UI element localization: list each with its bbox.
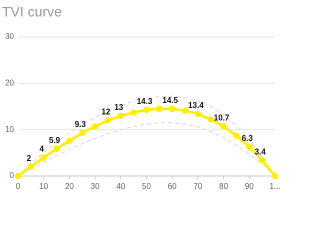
- point: [220, 123, 227, 130]
- value-label: 10.7: [214, 114, 230, 123]
- point: [40, 154, 47, 161]
- point: [117, 112, 125, 119]
- point: [246, 143, 253, 151]
- point: [79, 129, 86, 137]
- x-tick-label: 1...: [269, 182, 280, 191]
- point: [271, 172, 279, 180]
- x-tick-label: 40: [116, 182, 125, 191]
- y-tick-label: 30: [5, 32, 14, 41]
- value-label: 12: [101, 108, 110, 117]
- point: [91, 123, 99, 130]
- point: [130, 109, 137, 116]
- point: [169, 105, 176, 113]
- chart-title: TVI curve: [2, 4, 62, 20]
- x-tick-label: 30: [91, 182, 100, 191]
- x-tick-label: 70: [193, 182, 202, 191]
- x-tick-label: 80: [219, 182, 228, 191]
- series-line: [17, 95, 276, 177]
- y-tick-label: 10: [5, 125, 14, 134]
- point: [207, 116, 214, 123]
- x-tick-label: 60: [168, 182, 177, 191]
- x-tick-label: 50: [142, 182, 151, 191]
- y-tick-label: 0: [10, 171, 15, 180]
- value-label: 14.5: [162, 96, 178, 105]
- point: [156, 105, 163, 113]
- point: [53, 145, 60, 152]
- value-label: 3.4: [255, 147, 267, 156]
- point: [258, 157, 266, 164]
- point: [66, 137, 73, 144]
- value-label: 13.4: [188, 101, 204, 110]
- x-tick-label: 0: [16, 182, 21, 191]
- value-label: 5.9: [49, 136, 61, 145]
- value-label: 14.3: [137, 97, 153, 106]
- point: [27, 163, 35, 170]
- x-tick-label: 20: [65, 182, 74, 191]
- point: [104, 117, 112, 124]
- value-label: 4: [39, 145, 44, 154]
- value-label: 2: [27, 154, 32, 163]
- value-label: 9.3: [75, 120, 87, 129]
- x-tick-label: 90: [245, 182, 254, 191]
- point: [143, 106, 150, 113]
- value-label: 13: [114, 103, 123, 112]
- value-label: 6.3: [242, 134, 254, 143]
- point: [233, 132, 240, 139]
- y-tick-label: 20: [5, 78, 14, 87]
- point: [194, 110, 202, 118]
- chart: TVI curve 0 10 20 30 0 10 20 30 40 50 60 70 80 90 1...…: [2, 4, 281, 191]
- point: [14, 172, 22, 180]
- x-tick-label: 10: [39, 182, 48, 191]
- point: [181, 107, 189, 114]
